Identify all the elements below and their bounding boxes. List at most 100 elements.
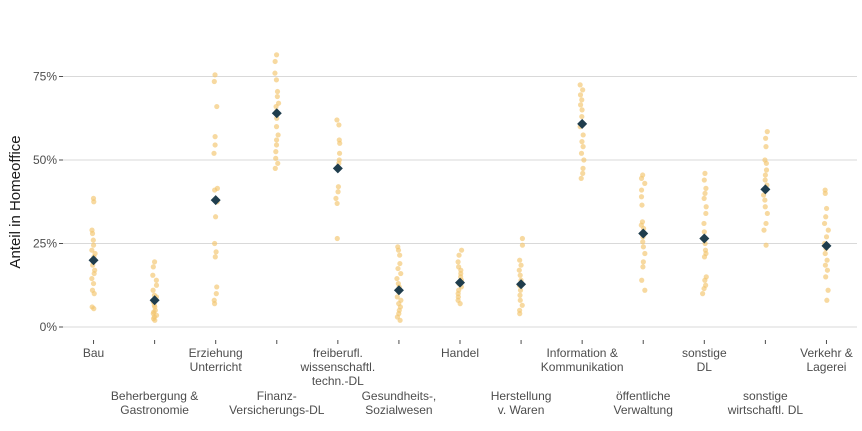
data-point	[90, 242, 97, 248]
data-point	[579, 139, 585, 145]
data-point	[763, 144, 769, 150]
mean-marker	[760, 184, 771, 195]
data-point	[333, 195, 339, 202]
data-point	[397, 260, 403, 267]
data-point	[579, 113, 585, 120]
data-point	[823, 234, 830, 240]
data-point	[821, 220, 828, 227]
mean-marker	[393, 285, 404, 296]
data-point	[638, 187, 645, 193]
data-point	[761, 227, 767, 233]
mean-marker	[210, 195, 221, 206]
data-point	[336, 150, 343, 156]
x-tick-label: sonstige DL	[682, 346, 727, 374]
x-tick-label: Verkehr & Lagerei	[800, 346, 853, 374]
data-point	[397, 317, 403, 323]
data-point	[824, 257, 830, 263]
mean-marker	[821, 240, 832, 251]
y-tick-label: 0%	[40, 320, 58, 334]
data-point	[334, 200, 340, 207]
data-point	[517, 292, 523, 298]
data-point	[824, 267, 831, 273]
data-point	[91, 199, 97, 205]
data-point	[701, 220, 707, 227]
data-point	[150, 287, 156, 293]
data-point	[518, 262, 524, 268]
data-point	[394, 294, 400, 300]
mean-marker	[638, 228, 649, 239]
x-tick-label: Gesundheits-, Sozialwesen	[362, 389, 437, 417]
data-point	[519, 242, 526, 248]
data-point	[273, 155, 279, 161]
data-point	[151, 259, 158, 265]
data-point	[212, 187, 218, 193]
x-tick-label: Erziehung Unterricht	[189, 346, 243, 374]
data-point	[640, 239, 646, 245]
data-point	[517, 272, 523, 278]
mean-markers	[88, 108, 832, 306]
y-tick-label: 75%	[33, 70, 57, 84]
data-point	[456, 252, 462, 258]
data-point	[213, 291, 219, 297]
data-point	[273, 137, 280, 143]
mean-marker	[149, 295, 160, 306]
data-point	[211, 78, 217, 85]
data-point	[642, 180, 648, 186]
data-point	[273, 103, 279, 110]
data-point	[701, 195, 707, 202]
data-point	[640, 264, 646, 270]
data-point	[457, 301, 463, 307]
mean-marker	[332, 163, 343, 174]
data-point	[212, 240, 218, 247]
data-point	[824, 297, 830, 303]
data-point	[89, 275, 95, 282]
data-point	[701, 229, 707, 235]
data-point	[639, 202, 645, 208]
data-point	[272, 70, 278, 76]
x-tick-label: Beherbergung & Gastronomie	[111, 389, 198, 417]
data-point	[395, 265, 401, 272]
data-point	[703, 204, 709, 210]
data-point	[638, 194, 645, 200]
x-tick-label: freiberufl. wissenschaftl. techn.-DL	[299, 346, 375, 388]
data-point	[153, 282, 160, 288]
data-point	[578, 175, 584, 181]
data-point	[579, 107, 585, 113]
data-point	[458, 247, 465, 253]
data-point	[823, 205, 830, 212]
data-point	[703, 185, 709, 191]
data-point	[517, 311, 523, 317]
data-point	[822, 250, 828, 257]
data-point	[398, 270, 404, 277]
mean-marker	[577, 118, 588, 129]
data-point	[273, 77, 280, 83]
data-point	[763, 242, 769, 248]
y-axis: 0% 25% 50% 75%	[33, 70, 63, 334]
x-tick-label: Herstellung v. Waren	[491, 389, 552, 417]
mean-marker	[699, 233, 710, 244]
data-point	[519, 235, 525, 242]
data-point	[273, 124, 280, 130]
data-point	[334, 235, 340, 242]
data-point	[337, 140, 343, 146]
data-point	[91, 306, 97, 312]
data-point	[212, 72, 218, 78]
data-point	[516, 267, 522, 273]
data-point	[580, 132, 586, 138]
data-point	[90, 237, 96, 243]
data-point	[274, 93, 280, 100]
data-point	[577, 92, 584, 98]
data-point	[335, 184, 342, 190]
data-point	[823, 274, 829, 280]
data-point	[700, 291, 706, 297]
x-tick-label: öffentliche Verwaltung	[614, 389, 673, 417]
data-point	[212, 142, 218, 148]
data-point	[153, 277, 159, 283]
data-point	[640, 259, 646, 265]
y-tick-label: 50%	[33, 153, 57, 167]
y-axis-title: Anteil in Homeoffice	[7, 135, 24, 268]
data-point	[639, 277, 645, 283]
data-point	[273, 149, 279, 155]
data-point	[275, 132, 281, 138]
data-point	[455, 259, 461, 265]
